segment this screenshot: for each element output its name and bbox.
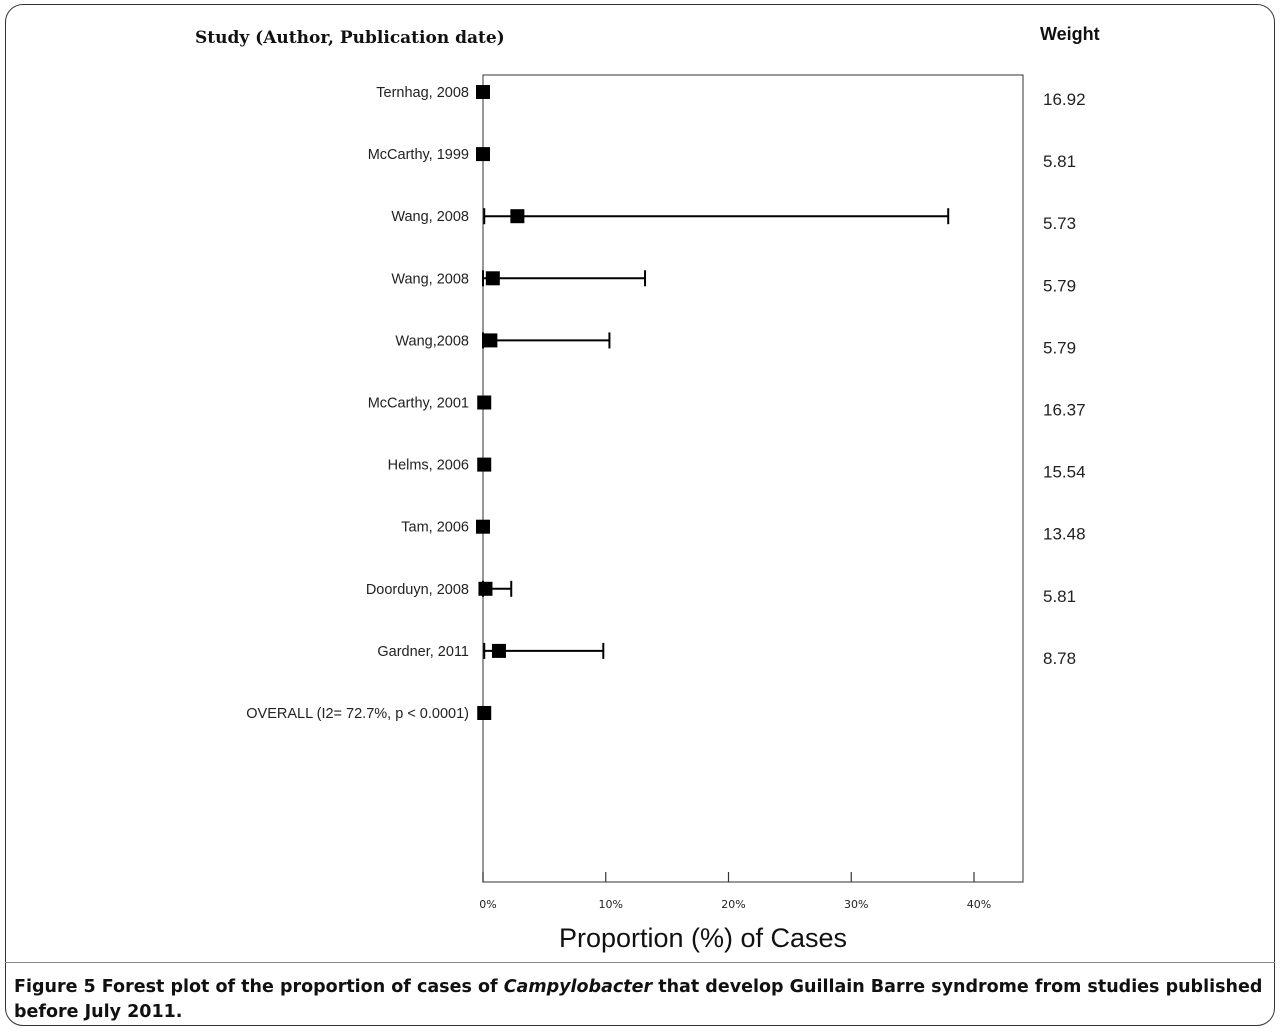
x-tick-label: 10%: [599, 898, 623, 911]
study-label: Wang, 2008: [391, 271, 469, 287]
study-label: McCarthy, 1999: [368, 147, 469, 163]
study-weight: 13.48: [1043, 525, 1086, 544]
study-column-header: Study (Author, Publication date): [195, 28, 505, 48]
weight-column-header: Weight: [1040, 24, 1100, 44]
point-estimate-marker: [483, 333, 498, 348]
study-label: Ternhag, 2008: [376, 85, 469, 101]
study-weight: 5.79: [1043, 338, 1076, 357]
point-estimate-marker: [477, 457, 492, 472]
x-tick-label: 40%: [967, 898, 991, 911]
study-label: Tam, 2006: [401, 520, 469, 536]
forest-plot: 0% 10% 20% 30% 40% Proportion (%) of Cases Ter…: [246, 74, 1086, 953]
study-label: Helms, 2006: [388, 458, 469, 474]
point-estimate-marker: [477, 706, 492, 720]
study-weight: 5.73: [1043, 214, 1076, 233]
point-estimate-marker: [476, 147, 490, 162]
figure-frame: [5, 4, 1275, 1026]
point-estimate-marker: [510, 209, 525, 224]
study-weight: 8.78: [1043, 649, 1076, 668]
study-weight: 5.81: [1043, 587, 1076, 606]
caption-lead: Figure 5 Forest plot of the proportion o…: [14, 977, 504, 997]
caption-organism: Campylobacter: [503, 977, 653, 997]
point-estimate-marker: [478, 581, 493, 596]
study-label: OVERALL (I2= 72.7%, p < 0.0001): [246, 706, 469, 722]
study-label: Doorduyn, 2008: [366, 582, 469, 598]
x-tick-label: 0%: [479, 898, 496, 911]
study-weight: 5.79: [1043, 276, 1076, 295]
x-axis-label: Proportion (%) of Cases: [559, 923, 847, 953]
study-label: Wang, 2008: [391, 209, 469, 225]
figure-caption: Figure 5 Forest plot of the proportion o…: [14, 975, 1269, 1025]
plot-area: [482, 74, 1024, 883]
study-weight: 16.37: [1043, 401, 1086, 420]
point-estimate-marker: [485, 271, 500, 286]
point-estimate-marker: [476, 519, 490, 534]
caption-divider: [5, 962, 1275, 963]
caption-rest: that develop Guillain Barre syndrome fro…: [14, 977, 1263, 1022]
study-weight: 16.92: [1043, 90, 1086, 109]
x-tick-label: 30%: [844, 898, 868, 911]
study-weight: 15.54: [1043, 463, 1086, 482]
x-tick-label: 20%: [721, 898, 745, 911]
point-estimate-marker: [491, 643, 506, 658]
point-estimate-marker: [477, 395, 492, 410]
study-label: Wang,2008: [395, 333, 469, 349]
point-estimate-marker: [476, 85, 490, 99]
study-weight: 5.81: [1043, 152, 1076, 171]
study-label: McCarthy, 2001: [368, 396, 469, 412]
study-label: Gardner, 2011: [377, 644, 469, 660]
